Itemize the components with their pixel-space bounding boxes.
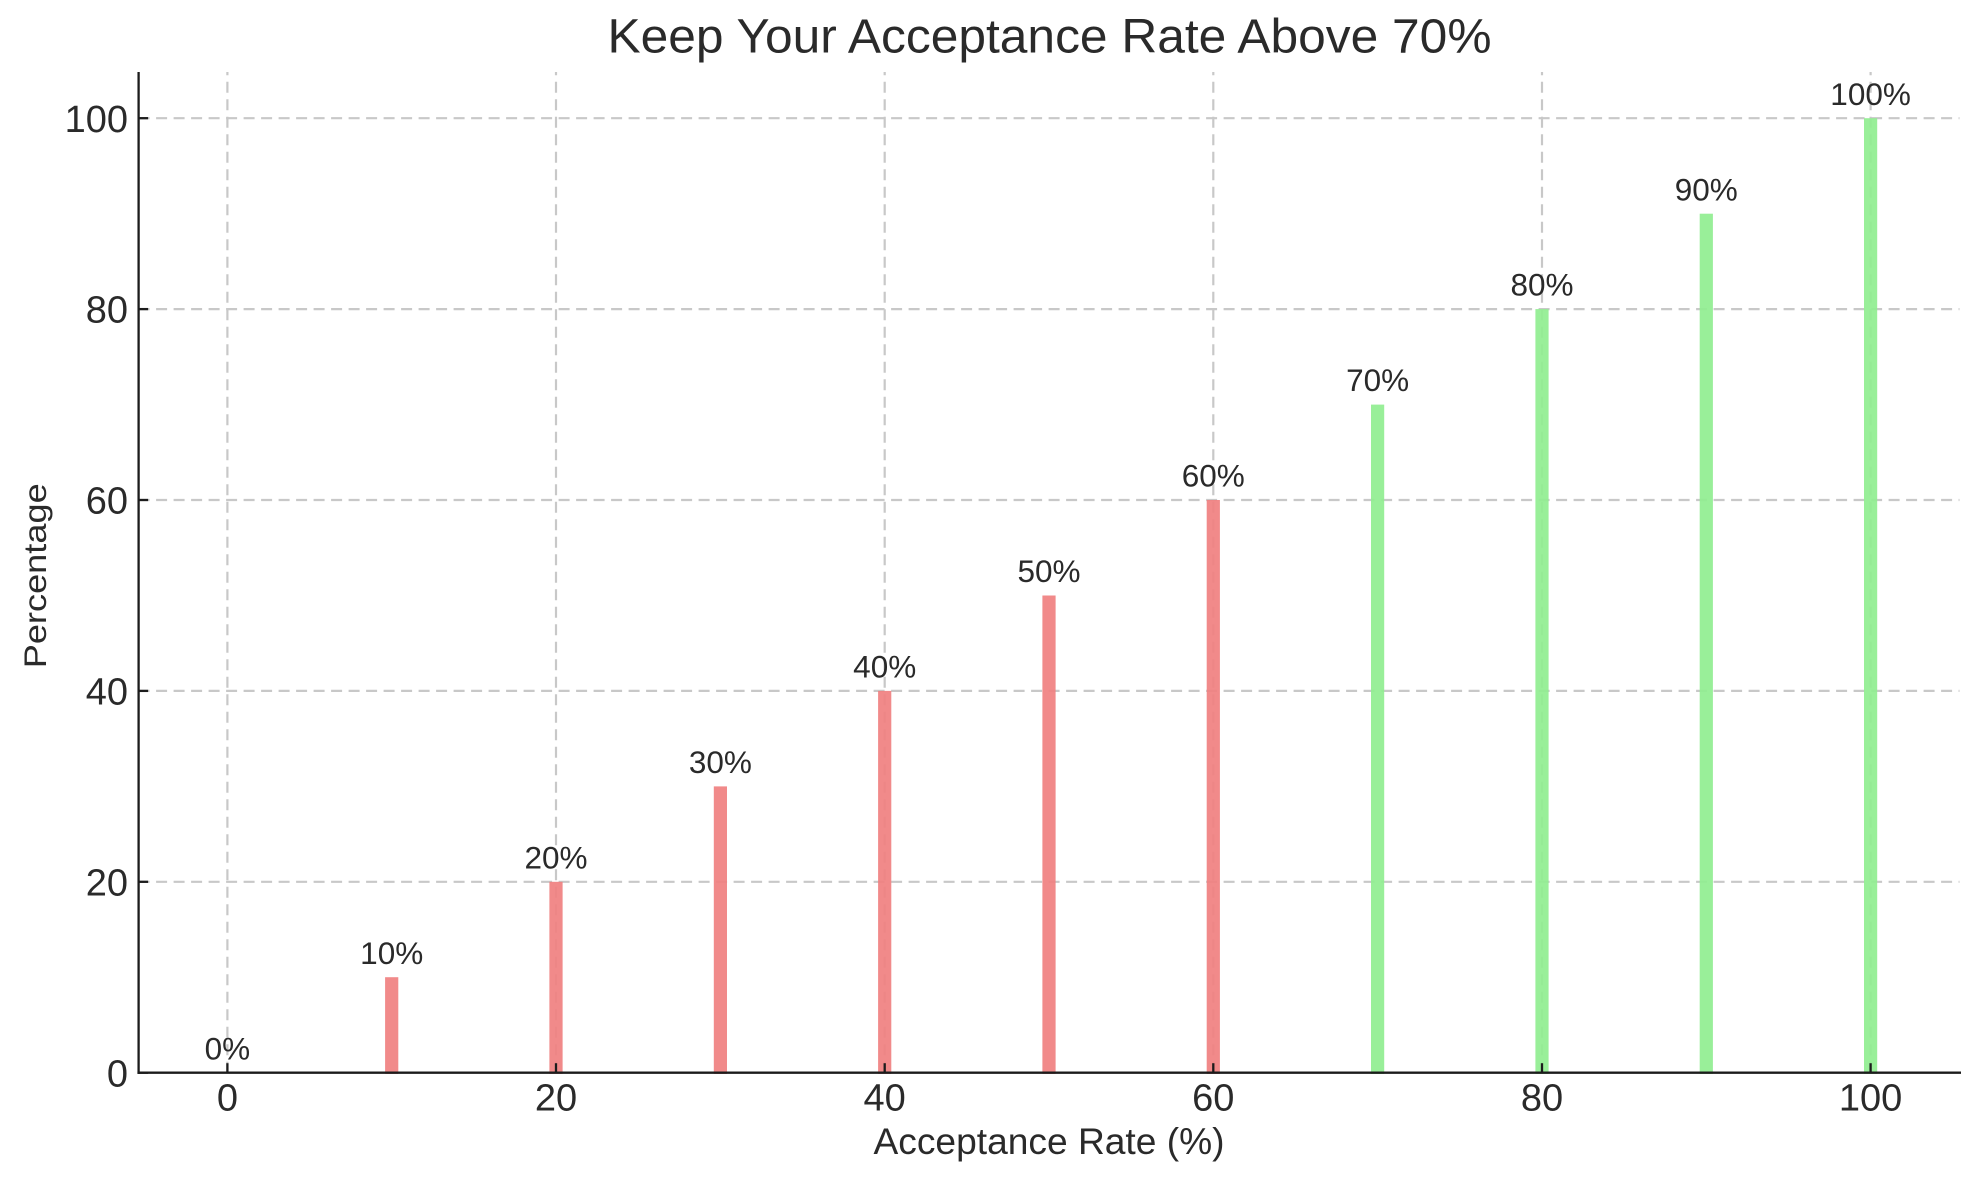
svg-text:60%: 60% (1182, 458, 1245, 494)
svg-text:40: 40 (86, 672, 128, 714)
svg-text:0: 0 (217, 1078, 238, 1120)
svg-text:0%: 0% (205, 1030, 251, 1066)
svg-text:20: 20 (535, 1078, 577, 1120)
svg-text:100%: 100% (1830, 76, 1911, 112)
svg-text:Acceptance Rate (%): Acceptance Rate (%) (874, 1120, 1225, 1162)
svg-text:50%: 50% (1017, 553, 1080, 589)
svg-text:20: 20 (86, 862, 128, 904)
svg-text:100: 100 (65, 99, 128, 141)
svg-text:Percentage: Percentage (17, 483, 53, 668)
svg-text:40: 40 (864, 1078, 906, 1120)
svg-text:20%: 20% (524, 839, 587, 875)
svg-text:80%: 80% (1510, 267, 1573, 303)
svg-text:80: 80 (86, 290, 128, 332)
svg-text:60: 60 (1192, 1078, 1234, 1120)
svg-text:70%: 70% (1346, 362, 1409, 398)
svg-text:90%: 90% (1675, 171, 1738, 207)
svg-text:40%: 40% (853, 649, 916, 685)
svg-text:30%: 30% (689, 744, 752, 780)
svg-text:80: 80 (1521, 1078, 1563, 1120)
svg-text:60: 60 (86, 481, 128, 523)
svg-text:Keep Your Acceptance Rate Abov: Keep Your Acceptance Rate Above 70% (608, 10, 1492, 63)
svg-text:0: 0 (107, 1053, 128, 1095)
svg-text:100: 100 (1839, 1078, 1902, 1120)
svg-text:10%: 10% (360, 935, 423, 971)
